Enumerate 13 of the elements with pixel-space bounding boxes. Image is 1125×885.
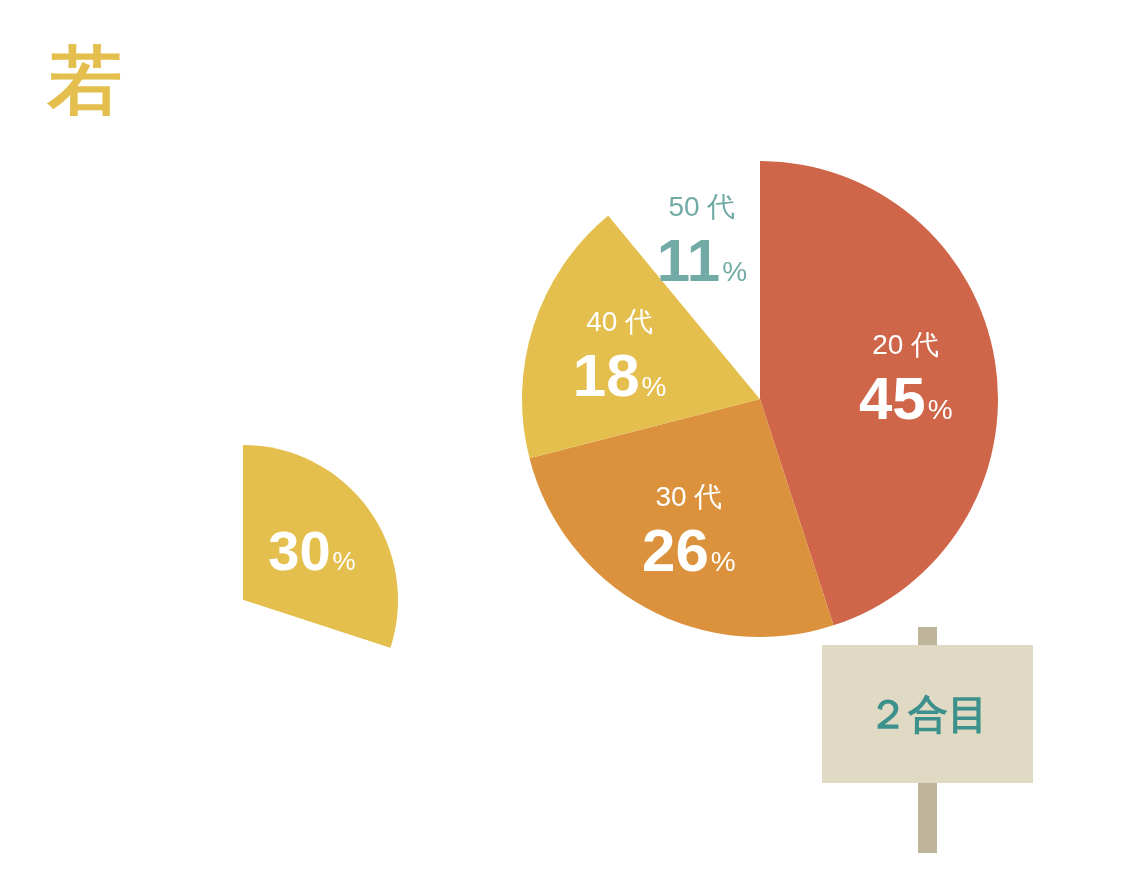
text: ２合目 [867, 692, 988, 736]
pie-slice [760, 161, 998, 626]
slice-label: 40 代 [586, 306, 654, 338]
slice-label: 50 代 [668, 190, 736, 222]
chart-title: 若 [46, 39, 122, 122]
data-label: 30% [268, 519, 356, 583]
pie-slice [529, 399, 834, 637]
data-label: 11% [656, 226, 748, 294]
data-label: 18% [572, 342, 667, 410]
data-label: 45% [858, 364, 953, 432]
slice-label: 30 代 [655, 481, 723, 513]
data-label: 26% [642, 517, 736, 585]
slice-label: 20 代 [872, 328, 940, 360]
